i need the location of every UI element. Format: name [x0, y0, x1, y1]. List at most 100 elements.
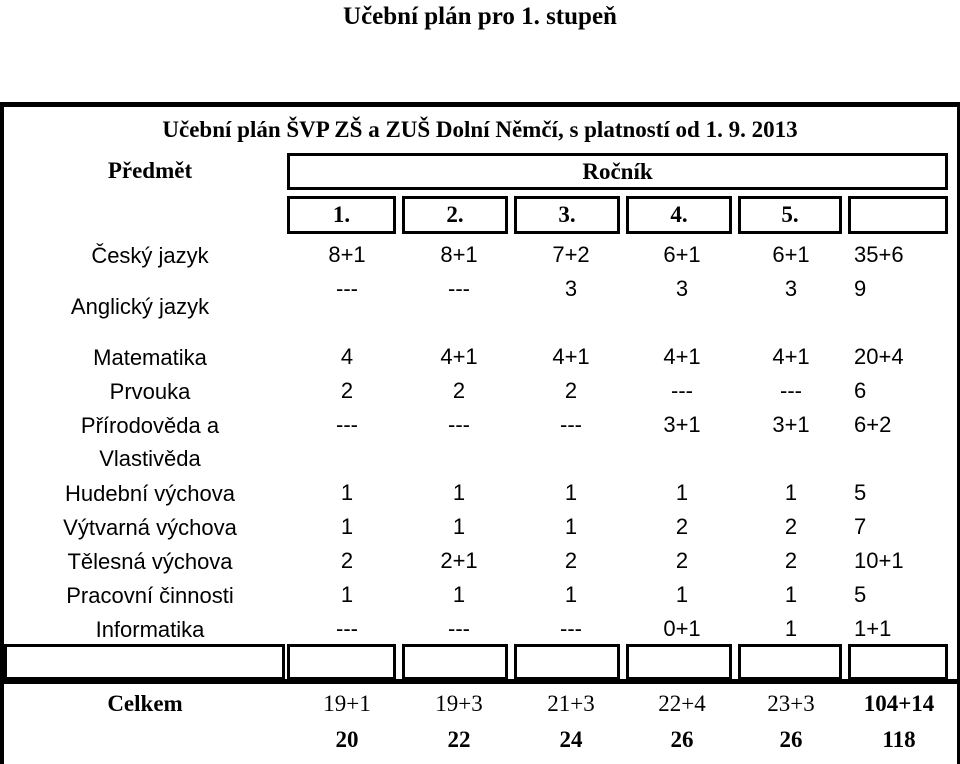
sum-cell: 35+6 — [854, 242, 904, 267]
sum-cell: 5 — [854, 582, 867, 607]
value-cell: 2 — [340, 378, 354, 403]
value-cell: 2 — [675, 548, 689, 573]
subject-cell: Hudební výchova — [65, 480, 235, 506]
value-cell: 6+1 — [663, 242, 701, 267]
totals-divider — [4, 679, 957, 684]
total-cell: 19+1 — [323, 691, 371, 716]
empty-cell — [287, 644, 396, 680]
sum-cell: 6 — [854, 378, 867, 403]
value-cell: 2 — [564, 378, 578, 403]
empty-cell — [514, 644, 620, 680]
value-cell: 4+1 — [552, 344, 590, 369]
empty-cell — [4, 644, 285, 680]
total-sum-cell: 22 — [447, 727, 471, 752]
value-cell: --- — [336, 276, 358, 301]
grand-total-cell: 104+14 — [863, 691, 935, 716]
total-cell: 21+3 — [547, 691, 595, 716]
value-cell: 2 — [784, 514, 798, 539]
subject-cell: Výtvarná výchova — [63, 514, 237, 540]
sum-cell: 5 — [854, 480, 867, 505]
value-cell: 1 — [340, 514, 354, 539]
value-cell: 1 — [564, 480, 578, 505]
table-frame — [0, 102, 960, 764]
value-cell: 2 — [452, 378, 466, 403]
grade-header-1: 1. — [287, 196, 396, 234]
total-sum-cell: 24 — [559, 727, 583, 752]
value-cell: 1 — [675, 480, 689, 505]
value-cell: --- — [671, 378, 693, 403]
grade-header-4: 4. — [626, 196, 732, 234]
total-sum-cell: 26 — [670, 727, 694, 752]
sum-cell: 9 — [854, 276, 867, 301]
value-cell: 1 — [675, 582, 689, 607]
sum-cell: 10+1 — [854, 548, 904, 573]
value-cell: 2+1 — [440, 548, 478, 573]
sum-column-header — [848, 196, 948, 234]
value-cell: 1 — [452, 480, 466, 505]
total-cell: 19+3 — [435, 691, 483, 716]
subject-cell: Pracovní činnosti — [66, 582, 234, 608]
total-cell: 22+4 — [658, 691, 706, 716]
subject-cell: Matematika — [93, 344, 207, 370]
value-cell: 6+1 — [772, 242, 810, 267]
curriculum-table: Učební plán ŠVP ZŠ a ZUŠ Dolní Němčí, s … — [0, 102, 960, 764]
grade-group-header: Ročník — [287, 153, 948, 190]
value-cell: 3 — [675, 276, 689, 301]
empty-cell — [738, 644, 842, 680]
value-cell: 7+2 — [552, 242, 590, 267]
empty-cell — [626, 644, 732, 680]
empty-cell — [848, 644, 948, 680]
value-cell: --- — [780, 378, 802, 403]
value-cell: 3 — [784, 276, 798, 301]
value-cell: 2 — [675, 514, 689, 539]
value-cell: 3+1 — [772, 412, 810, 437]
total-sum-cell: 26 — [779, 727, 803, 752]
subject-cell: Přírodověda a Vlastivěda — [80, 413, 220, 471]
sum-cell: 7 — [854, 514, 867, 539]
value-cell: 1 — [340, 480, 354, 505]
value-cell: 1 — [564, 514, 578, 539]
value-cell: 1 — [784, 616, 798, 641]
value-cell: --- — [448, 412, 470, 437]
value-cell: --- — [448, 616, 470, 641]
value-cell: 1 — [784, 582, 798, 607]
subject-cell: Anglický jazyk — [70, 293, 210, 319]
subject-column-header: Předmět — [107, 158, 193, 183]
value-cell: 1 — [340, 582, 354, 607]
value-cell: 1 — [564, 582, 578, 607]
table-caption: Učební plán ŠVP ZŠ a ZUŠ Dolní Němčí, s … — [162, 117, 798, 142]
value-cell: 4+1 — [663, 344, 701, 369]
subject-cell: Český jazyk — [91, 242, 209, 268]
total-label: Celkem — [107, 691, 183, 716]
grade-header-5: 5. — [738, 196, 842, 234]
subject-cell: Informatika — [95, 616, 205, 642]
value-cell: 2 — [564, 548, 578, 573]
value-cell: 1 — [452, 582, 466, 607]
total-cell: 23+3 — [767, 691, 815, 716]
value-cell: --- — [336, 616, 358, 641]
sum-cell: 6+2 — [854, 412, 892, 437]
value-cell: --- — [560, 616, 582, 641]
value-cell: 1 — [784, 480, 798, 505]
value-cell: 2 — [340, 548, 354, 573]
value-cell: 0+1 — [663, 616, 701, 641]
value-cell: 8+1 — [440, 242, 478, 267]
grade-header-3: 3. — [514, 196, 620, 234]
empty-cell — [402, 644, 508, 680]
value-cell: 4+1 — [772, 344, 810, 369]
total-sum-cell: 20 — [335, 727, 359, 752]
grade-header-2: 2. — [402, 196, 508, 234]
value-cell: 3+1 — [663, 412, 701, 437]
value-cell: 3 — [564, 276, 578, 301]
value-cell: 2 — [784, 548, 798, 573]
value-cell: --- — [448, 276, 470, 301]
value-cell: 4+1 — [440, 344, 478, 369]
value-cell: 1 — [452, 514, 466, 539]
sum-cell: 20+4 — [854, 344, 904, 369]
value-cell: --- — [560, 412, 582, 437]
grand-total-sum-cell: 118 — [882, 727, 916, 752]
value-cell: 4 — [340, 344, 354, 369]
value-cell: --- — [336, 412, 358, 437]
sum-cell: 1+1 — [854, 616, 892, 641]
subject-cell: Prvouka — [109, 378, 191, 404]
